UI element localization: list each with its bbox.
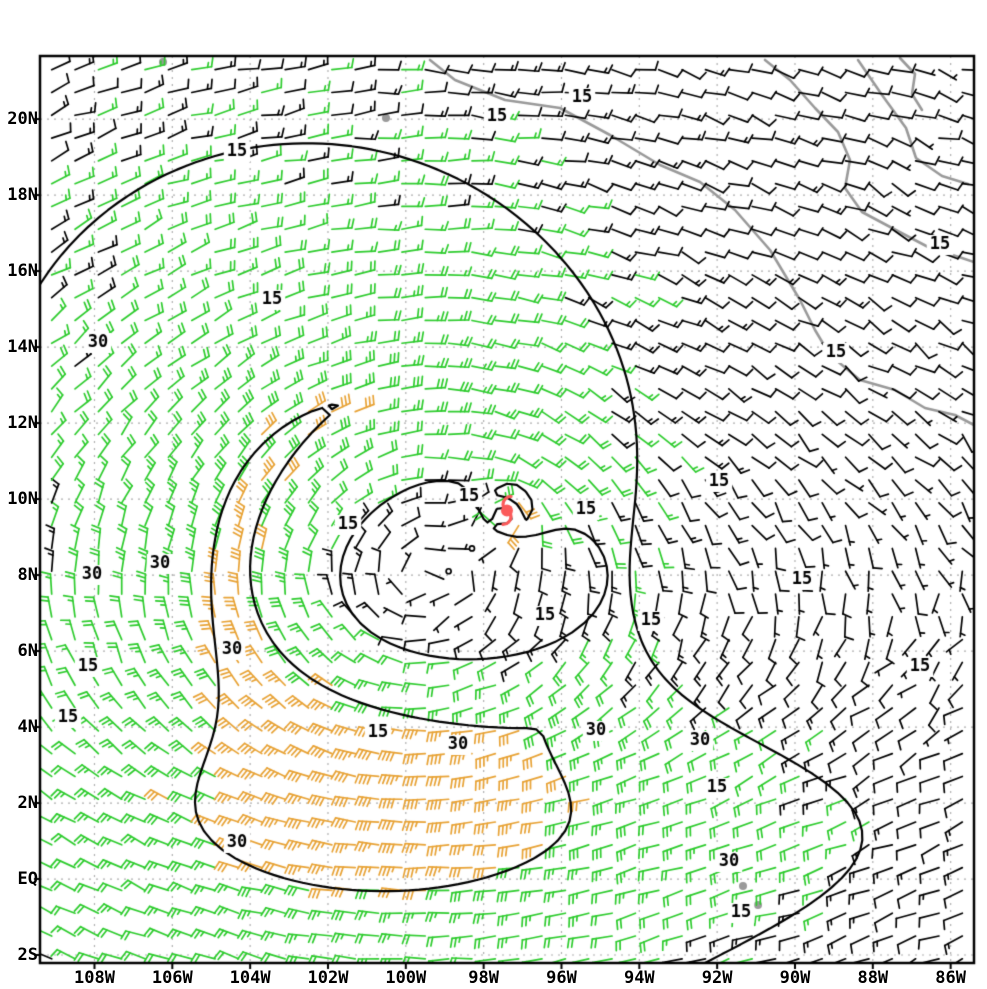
lon-tick-label: 104W bbox=[229, 968, 271, 988]
lon-tick-label: 92W bbox=[701, 968, 733, 988]
lon-tick-label: 108W bbox=[73, 968, 115, 988]
lat-tick-label: 8N bbox=[17, 565, 38, 586]
lat-tick-label: 2N bbox=[17, 793, 38, 814]
lon-tick-label: 86W bbox=[935, 968, 966, 988]
lat-tick-label: 18N bbox=[7, 185, 38, 206]
lat-tick-label: 4N bbox=[17, 717, 38, 738]
lat-tick-label: 2S bbox=[17, 945, 38, 966]
lon-tick-label: 96W bbox=[546, 968, 577, 988]
lon-tick-label: 102W bbox=[307, 968, 349, 988]
lon-tick-label: 88W bbox=[857, 968, 889, 988]
lat-tick-label: 14N bbox=[7, 337, 38, 358]
lat-tick-label: 10N bbox=[7, 489, 38, 510]
lon-tick-label: 90W bbox=[779, 968, 811, 988]
lon-tick-label: 98W bbox=[468, 968, 499, 988]
lat-tick-label: EQ bbox=[17, 869, 38, 890]
lon-tick-label: 94W bbox=[623, 968, 655, 988]
lat-tick-label: 12N bbox=[7, 413, 38, 434]
lat-tick-label: 6N bbox=[17, 641, 38, 662]
lon-tick-label: 100W bbox=[385, 968, 427, 988]
lon-tick-label: 106W bbox=[151, 968, 193, 988]
lat-tick-label: 20N bbox=[7, 109, 38, 130]
lat-tick-label: 16N bbox=[7, 261, 38, 282]
